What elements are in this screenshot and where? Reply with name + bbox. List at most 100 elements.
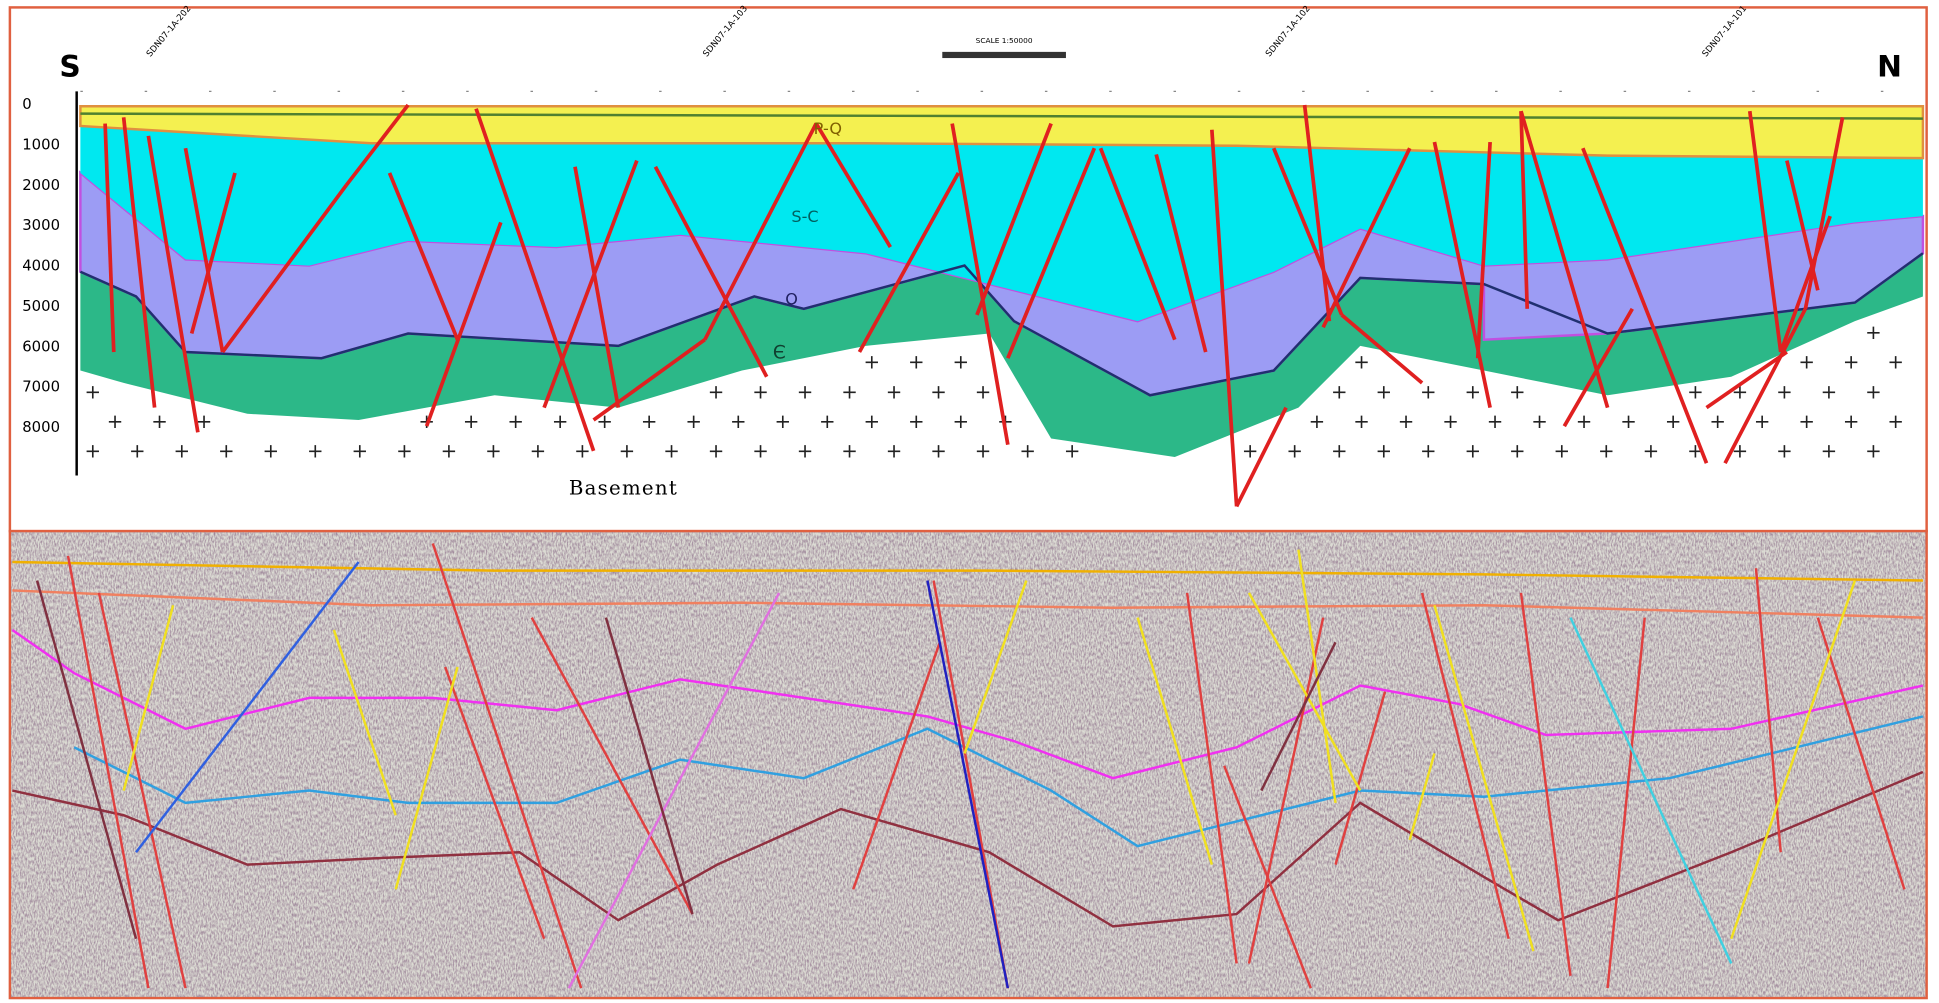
cross: +: [1064, 440, 1081, 463]
scale-label: SCALE 1:50000: [976, 36, 1033, 45]
cross: +: [1776, 380, 1793, 403]
cross: +: [1576, 410, 1593, 433]
cross: +: [1665, 410, 1682, 433]
cross: +: [1331, 380, 1348, 403]
cross: +: [1398, 410, 1415, 433]
cross: +: [1821, 380, 1838, 403]
depth-tick-label: 1000: [22, 136, 60, 153]
cross: +: [663, 440, 680, 463]
cross: +: [129, 440, 146, 463]
depth-tick-label: 3000: [22, 217, 60, 234]
cross: +: [864, 410, 881, 433]
cross: +: [819, 410, 836, 433]
cross: +: [1353, 410, 1370, 433]
cross: +: [708, 440, 725, 463]
cross: +: [930, 440, 947, 463]
cross: +: [619, 440, 636, 463]
cross: +: [841, 380, 858, 403]
cross: +: [1242, 440, 1259, 463]
cross: +: [1420, 440, 1437, 463]
cross: +: [841, 440, 858, 463]
cross: +: [1754, 410, 1771, 433]
cross: +: [84, 440, 101, 463]
cross: +: [1865, 380, 1882, 403]
cross: +: [1776, 440, 1793, 463]
cross: +: [730, 410, 747, 433]
cross: +: [864, 351, 881, 374]
cross: +: [1420, 380, 1437, 403]
cross: +: [1509, 380, 1526, 403]
cross: +: [352, 440, 369, 463]
depth-tick-label: 8000: [22, 419, 60, 436]
layer-label: O: [785, 290, 798, 309]
cross: +: [685, 410, 702, 433]
cross: +: [1821, 440, 1838, 463]
cross: +: [1309, 410, 1326, 433]
cross: +: [1487, 410, 1504, 433]
cross: +: [552, 410, 569, 433]
cross: +: [953, 351, 970, 374]
cross: +: [975, 380, 992, 403]
cross: +: [1286, 440, 1303, 463]
depth-tick-label: 4000: [22, 258, 60, 275]
cross: +: [1865, 321, 1882, 344]
cross: +: [975, 440, 992, 463]
cross: +: [1442, 410, 1459, 433]
cross: +: [1709, 410, 1726, 433]
cross: +: [708, 380, 725, 403]
depth-tick-label: 7000: [22, 379, 60, 396]
figure-body: ++++++++++++++++++++++++++++++++++++++++…: [10, 4, 1927, 998]
cross: +: [1554, 440, 1571, 463]
cross: +: [1375, 380, 1392, 403]
depth-tick-label: 5000: [22, 298, 60, 315]
cross: +: [953, 410, 970, 433]
cross: +: [752, 380, 769, 403]
cross: +: [1887, 410, 1904, 433]
cross: +: [463, 410, 480, 433]
cross: +: [307, 440, 324, 463]
cross: +: [641, 410, 658, 433]
layer-label: Є: [773, 343, 786, 364]
cross: +: [441, 440, 458, 463]
cross: +: [485, 440, 502, 463]
cross: +: [1643, 440, 1660, 463]
cross: +: [507, 410, 524, 433]
cross: +: [1353, 351, 1370, 374]
cross: +: [1687, 380, 1704, 403]
cross: +: [1465, 380, 1482, 403]
cross: +: [1798, 410, 1815, 433]
layer-label: P-Q: [814, 119, 842, 138]
left-label: S: [59, 48, 80, 83]
depth-tick-label: 2000: [22, 177, 60, 194]
cross: +: [218, 440, 235, 463]
cross: +: [1620, 410, 1637, 433]
figure: ++++++++++++++++++++++++++++++++++++++++…: [0, 0, 1939, 1003]
cross: +: [1509, 440, 1526, 463]
cross: +: [173, 440, 190, 463]
cross: +: [886, 380, 903, 403]
scale-bar: [942, 52, 1066, 58]
cross: +: [1531, 410, 1548, 433]
cross: +: [1843, 410, 1860, 433]
depth-tick-label: 6000: [22, 338, 60, 355]
cross: +: [574, 440, 591, 463]
layer-label: S-C: [791, 207, 818, 226]
cross: +: [930, 380, 947, 403]
cross: +: [151, 410, 168, 433]
depth-tick-label: 0: [22, 96, 31, 113]
cross: +: [797, 380, 814, 403]
cross: +: [1019, 440, 1036, 463]
cross: +: [263, 440, 280, 463]
right-label: N: [1877, 48, 1902, 83]
cross: +: [1465, 440, 1482, 463]
basement-label: Basement: [569, 477, 678, 500]
cross: +: [1598, 440, 1615, 463]
cross: +: [396, 440, 413, 463]
cross: +: [1887, 351, 1904, 374]
cross: +: [1375, 440, 1392, 463]
cross: +: [797, 440, 814, 463]
cross: +: [752, 440, 769, 463]
cross: +: [1865, 440, 1882, 463]
cross: +: [530, 440, 547, 463]
cross: +: [1331, 440, 1348, 463]
